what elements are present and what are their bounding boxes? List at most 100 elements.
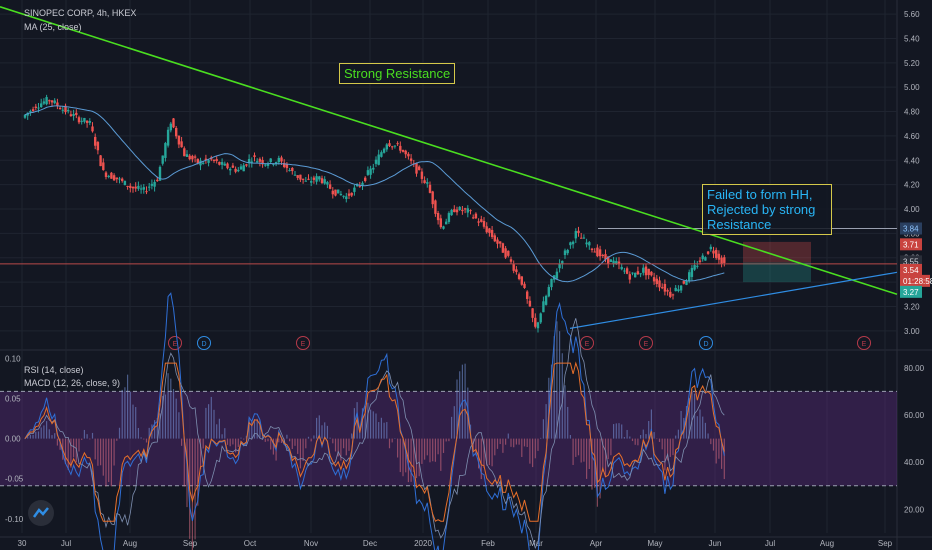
- macd-histogram-bar: [426, 438, 428, 456]
- macd-histogram-bar: [388, 438, 391, 449]
- resistance-trendline: [0, 6, 898, 296]
- candle-body: [661, 287, 664, 289]
- macd-histogram-bar: [694, 393, 696, 439]
- candle-body: [237, 169, 240, 172]
- candle-body: [58, 107, 62, 110]
- candle-body: [418, 166, 421, 171]
- candle-body: [439, 218, 442, 228]
- candle-body: [288, 170, 291, 172]
- macd-histogram-bar: [394, 438, 396, 439]
- macd-histogram-bar: [348, 438, 350, 451]
- time-tick-label: Aug: [820, 539, 834, 548]
- macd-histogram-bar: [567, 406, 569, 439]
- tradingview-logo-icon[interactable]: [28, 500, 54, 526]
- candle-body: [682, 281, 685, 284]
- failed-hh-line-2: Rejected by strong: [707, 202, 816, 217]
- countdown-label: 01:28:58: [903, 277, 932, 286]
- candle-body: [102, 162, 105, 171]
- macd-histogram-bar: [110, 438, 112, 487]
- candle-body: [399, 145, 402, 151]
- candle-body: [137, 185, 140, 189]
- candle-body: [191, 155, 194, 160]
- candle-body: [507, 250, 510, 256]
- candle-body: [607, 256, 610, 264]
- candle-body: [161, 155, 164, 164]
- macd-histogram-bar: [456, 379, 458, 439]
- candle-body: [212, 159, 216, 162]
- candle-body: [485, 226, 488, 233]
- macd-histogram-bar: [378, 422, 380, 439]
- macd-histogram-bar: [100, 438, 102, 466]
- failed-hh-line-3: Resistance: [707, 217, 772, 232]
- macd-histogram-bar: [259, 420, 261, 439]
- candle-body: [67, 110, 70, 112]
- candle-body: [509, 259, 513, 262]
- macd-histogram-bar: [405, 438, 407, 473]
- candle-body: [40, 103, 43, 108]
- rsi-indicator-label[interactable]: RSI (14, close): [24, 365, 84, 375]
- macd-histogram-bar: [116, 438, 118, 441]
- macd-histogram-bar: [235, 438, 237, 453]
- macd-histogram-bar: [167, 373, 169, 439]
- failed-hh-annotation[interactable]: Failed to form HH, Rejected by strong Re…: [702, 184, 832, 235]
- candle-body: [706, 251, 710, 254]
- macd-histogram-bar: [175, 398, 177, 439]
- candle-body: [274, 162, 278, 165]
- candle-body: [669, 291, 672, 297]
- macd-histogram-bar: [248, 417, 250, 439]
- candle-body: [442, 226, 445, 229]
- earnings-marker: [296, 336, 310, 350]
- macd-histogram-bar: [615, 423, 617, 439]
- candle-body: [80, 120, 83, 122]
- candle-body: [61, 109, 64, 111]
- macd-indicator-label[interactable]: MACD (12, 26, close, 9): [24, 378, 121, 388]
- candle-body: [679, 285, 683, 291]
- candle-body: [258, 158, 262, 162]
- macd-histogram-bar: [434, 438, 436, 462]
- macd-histogram-bar: [610, 438, 612, 456]
- rsi-band: [0, 391, 897, 486]
- ma-indicator-label[interactable]: MA (25, close): [24, 22, 82, 32]
- candle-body: [523, 283, 526, 288]
- candle-body: [188, 155, 191, 160]
- macd-histogram-bar: [550, 364, 553, 439]
- candle-body: [269, 158, 272, 163]
- macd-histogram-bar: [299, 438, 301, 469]
- macd-histogram-bar: [205, 407, 207, 439]
- candle-body: [704, 257, 707, 261]
- candle-body: [623, 270, 626, 272]
- candle-body: [96, 142, 100, 151]
- macd-histogram-bar: [81, 438, 83, 440]
- price-tick-label: 5.00: [904, 83, 920, 92]
- macd-histogram-bar: [702, 416, 704, 439]
- candle-body: [585, 242, 588, 245]
- macd-signal-line: [24, 318, 725, 549]
- macd-histogram-bar: [143, 438, 145, 440]
- candle-body: [129, 185, 132, 188]
- macd-histogram-bar: [194, 438, 196, 540]
- candle-body: [293, 174, 297, 176]
- macd-histogram-bar: [351, 433, 353, 439]
- macd-histogram-bar: [210, 396, 212, 439]
- candle-body: [204, 158, 208, 161]
- macd-histogram-bar: [559, 331, 561, 439]
- macd-histogram-bar: [418, 438, 420, 477]
- macd-histogram-bar: [294, 438, 296, 446]
- candle-body: [663, 283, 667, 292]
- macd-histogram-bar: [675, 435, 677, 439]
- price-tick-label: 3.20: [904, 302, 920, 311]
- macd-histogram-bar: [181, 438, 183, 446]
- candle-body: [671, 294, 675, 296]
- macd-histogram-bar: [556, 321, 558, 439]
- candle-body: [175, 127, 178, 137]
- price-tick-label: 4.20: [904, 181, 920, 190]
- candle-body: [156, 179, 159, 182]
- macd-tick-label: 0.00: [5, 435, 21, 444]
- dividend-marker: [699, 336, 713, 350]
- macd-histogram-bar: [699, 409, 701, 439]
- candle-body: [639, 273, 642, 275]
- candle-body: [45, 97, 48, 105]
- candle-body: [466, 208, 469, 213]
- strong-resistance-annotation[interactable]: Strong Resistance: [339, 63, 456, 84]
